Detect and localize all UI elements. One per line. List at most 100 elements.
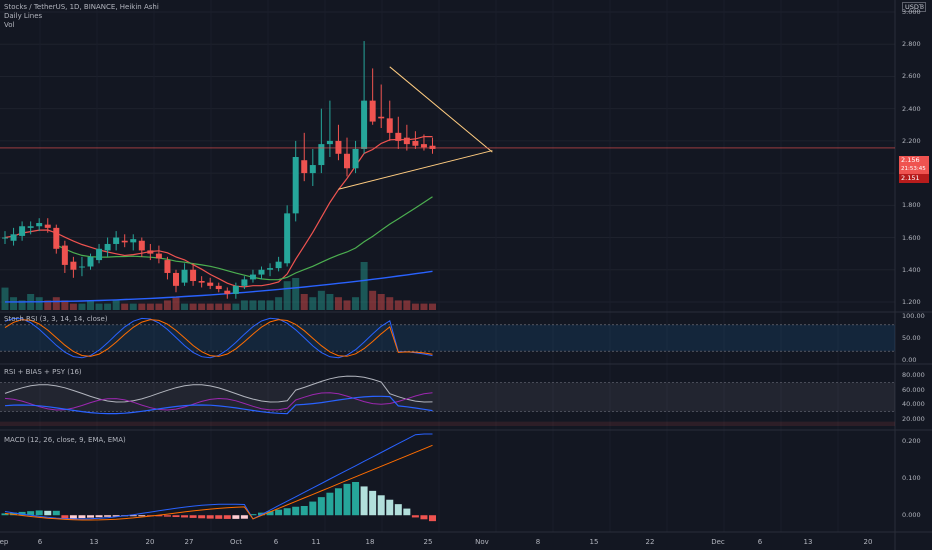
volume-bar: [129, 303, 137, 310]
pane-tick-label: 40.000: [902, 400, 925, 409]
triangle-trendline: [338, 150, 493, 190]
candle-body: [104, 243, 111, 251]
volume-bar: [52, 297, 60, 310]
volume-bar: [369, 290, 377, 310]
candle-body: [318, 144, 325, 166]
price-tick-label: 2.800: [902, 40, 921, 49]
macd-histogram-bar: [403, 508, 411, 516]
candle-body: [369, 100, 376, 122]
pane-tick-label: 80.000: [902, 371, 925, 380]
time-tick-label: 15: [589, 538, 599, 546]
volume-bar: [249, 300, 257, 310]
macd-histogram-bar: [429, 515, 436, 522]
price-tick-label: 2.400: [902, 104, 921, 113]
volume-label[interactable]: Vol: [4, 21, 15, 29]
pane-tick-label: 100.00: [902, 312, 925, 320]
volume-bar: [189, 303, 197, 310]
candle-body: [258, 269, 265, 275]
candle-body: [113, 237, 120, 244]
volume-bar: [223, 303, 231, 310]
volume-bar: [343, 300, 351, 310]
macd-histogram-bar: [206, 515, 214, 519]
candle-body: [155, 253, 162, 259]
macd-histogram-bar: [129, 515, 137, 517]
rsi-bias-psy-title[interactable]: RSI + BIAS + PSY (16): [4, 368, 82, 376]
time-tick-label: 20: [863, 538, 873, 546]
macd-histogram-bar: [326, 492, 334, 516]
volume-bar: [352, 297, 360, 310]
candle-body: [241, 279, 248, 286]
macd-histogram-bar: [411, 515, 419, 518]
volume-bar: [292, 278, 300, 310]
price-tick-label: 1.200: [902, 297, 921, 306]
macd-histogram-bar: [78, 515, 86, 519]
symbol-title[interactable]: Stocks / TetherUS, 1D, BINANCE, Heikin A…: [4, 3, 159, 11]
macd-histogram-bar: [377, 495, 385, 516]
volume-bar: [87, 300, 94, 310]
candle-body: [249, 274, 256, 280]
psy-line: [4, 392, 433, 411]
currency-tag[interactable]: USDT: [902, 2, 926, 12]
candle-body: [378, 116, 385, 119]
stoch-rsi-title[interactable]: Stoch RSI (3, 3, 14, 14, close): [4, 315, 108, 323]
candle-body: [275, 261, 282, 269]
macd-histogram-bar: [317, 497, 325, 516]
candle-body: [70, 261, 77, 270]
volume-bar: [69, 303, 77, 310]
candle-body: [36, 223, 43, 227]
macd-histogram-bar: [155, 515, 163, 517]
volume-bar: [317, 290, 325, 310]
candle-body: [10, 234, 17, 241]
macd-histogram-bar: [283, 508, 291, 516]
volume-bar: [429, 303, 436, 310]
candle-body: [344, 153, 350, 169]
volume-bar: [232, 303, 240, 310]
candle-body: [121, 240, 128, 243]
macd-histogram-bar: [95, 515, 103, 518]
volume-bar: [181, 303, 189, 310]
triangle-trendline: [389, 66, 493, 153]
pane-tick-label: 0.100: [902, 474, 921, 483]
candle-body: [164, 260, 171, 273]
price-tick-label: 2.600: [902, 72, 921, 81]
macd-histogram-bar: [360, 486, 368, 516]
macd-histogram-bar: [386, 499, 394, 516]
macd-title[interactable]: MACD (12, 26, close, 9, EMA, EMA): [4, 436, 126, 444]
countdown-tag: 21:53:45: [899, 165, 929, 174]
candle-body: [335, 140, 342, 154]
macd-histogram-bar: [163, 515, 171, 517]
volume-bar: [377, 294, 385, 310]
time-tick-label: 6: [37, 538, 43, 546]
candle-body: [352, 148, 359, 169]
daily-lines-label[interactable]: Daily Lines: [4, 12, 43, 20]
volume-bar: [146, 303, 154, 310]
stoch-k-line: [4, 317, 433, 359]
volume-bar: [394, 300, 402, 310]
volume-bar: [138, 303, 146, 310]
candle-body: [190, 269, 197, 282]
volume-bar: [198, 303, 206, 310]
sma-red-line: [4, 136, 433, 288]
candle-body: [87, 256, 94, 267]
chart-legend[interactable]: Stocks / TetherUS, 1D, BINANCE, Heikin A…: [4, 3, 159, 30]
volume-bar: [121, 303, 129, 310]
stoch-d-line: [4, 319, 433, 357]
candle-body: [78, 266, 85, 268]
volume-bar: [155, 303, 163, 310]
volume-bar: [206, 303, 214, 310]
volume-bar: [61, 300, 69, 310]
candle-body: [429, 145, 436, 149]
volume-bar: [326, 294, 334, 310]
candle-body: [361, 100, 368, 149]
time-tick-label: ep: [0, 538, 9, 546]
time-tick-label: 27: [184, 538, 194, 546]
macd-histogram-bar: [420, 515, 428, 520]
bias-band: [0, 421, 895, 426]
price-tick-label: 2.200: [902, 136, 921, 145]
time-tick-label: Nov: [475, 538, 489, 546]
volume-bar: [283, 281, 291, 310]
volume-bar: [266, 300, 274, 310]
candle-body: [53, 227, 60, 249]
candle-body: [292, 157, 299, 214]
